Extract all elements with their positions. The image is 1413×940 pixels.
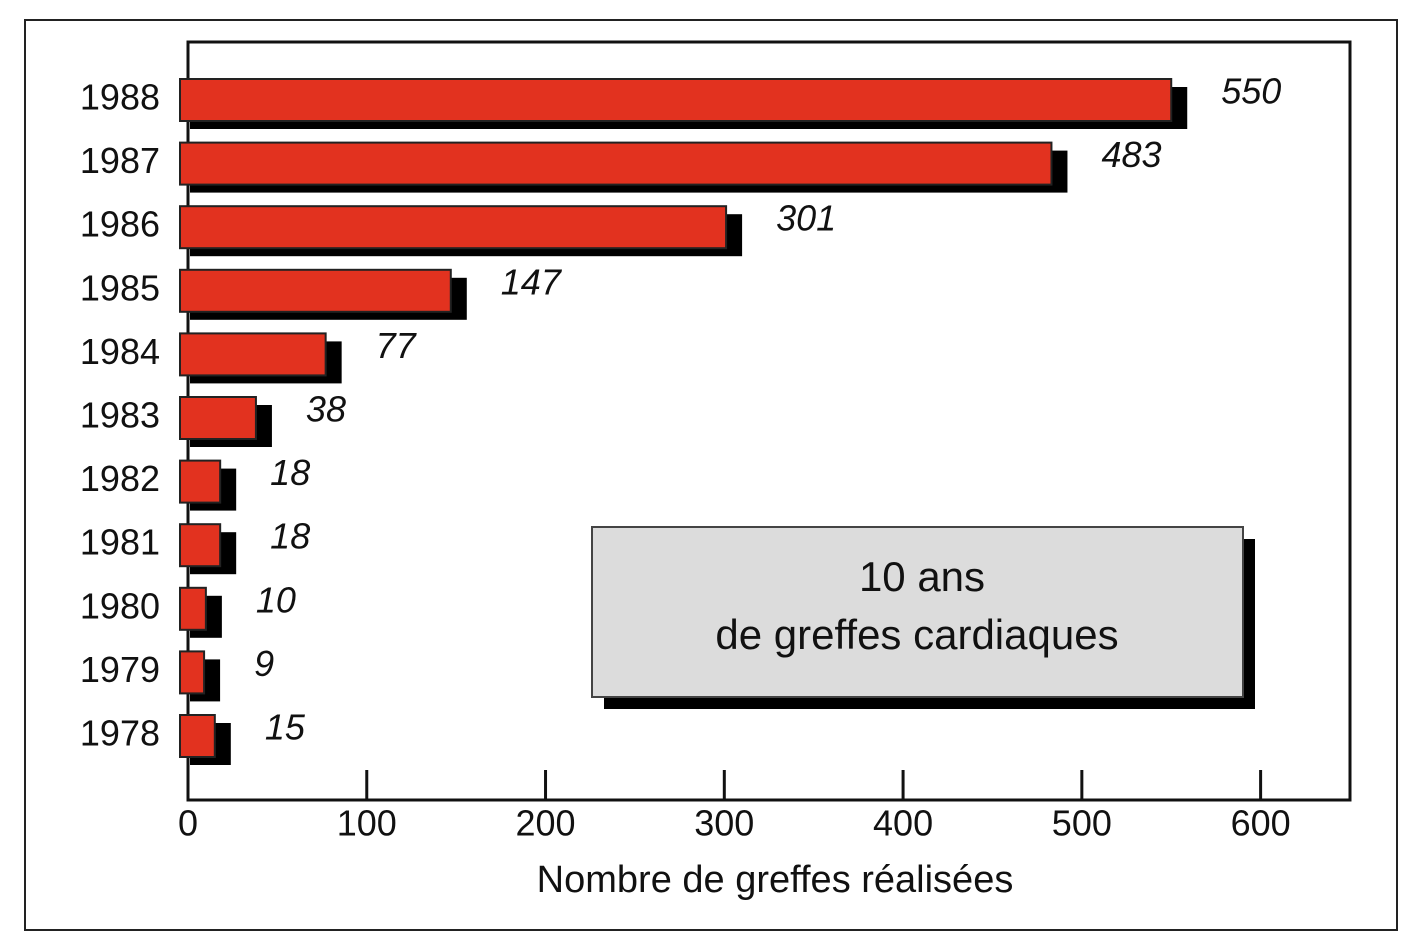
bar: [179, 714, 216, 758]
x-tick-label: 200: [515, 803, 575, 844]
bar: [179, 523, 222, 568]
value-label: 9: [254, 643, 274, 684]
value-label: 483: [1101, 134, 1161, 175]
bar: [179, 332, 327, 377]
value-label: 15: [265, 707, 306, 748]
value-label: 38: [306, 389, 346, 430]
bar: [179, 141, 1053, 186]
x-axis-label: Nombre de greffes réalisées: [537, 859, 1014, 901]
value-label: 18: [270, 516, 310, 557]
bar: [179, 650, 206, 695]
y-tick-label: 1987: [80, 140, 160, 181]
annotation-line: 10 ans: [859, 553, 985, 600]
value-label: 301: [776, 198, 836, 239]
annotation-line: de greffes cardiaques: [715, 611, 1118, 658]
y-tick-label: 1980: [80, 585, 160, 626]
y-tick-label: 1986: [80, 204, 160, 245]
y-tick-label: 1979: [80, 649, 160, 690]
x-tick-label: 0: [178, 803, 198, 844]
y-tick-label: 1981: [80, 522, 160, 563]
bar: [179, 268, 452, 313]
value-label: 147: [501, 261, 563, 302]
bar: [179, 205, 728, 250]
y-tick-label: 1978: [80, 713, 160, 754]
annotation-background: [591, 526, 1244, 698]
bar: [179, 586, 207, 631]
value-label: 10: [256, 579, 296, 620]
y-tick-label: 1982: [80, 458, 160, 499]
x-tick-label: 100: [337, 803, 397, 844]
y-tick-label: 1983: [80, 395, 160, 436]
bar: [179, 396, 257, 440]
y-tick-label: 1984: [80, 331, 160, 372]
value-label: 77: [376, 325, 418, 366]
x-tick-label: 400: [873, 803, 933, 844]
value-label: 550: [1221, 71, 1281, 112]
x-tick-label: 300: [694, 803, 754, 844]
x-tick-label: 500: [1052, 803, 1112, 844]
annotation-box: 10 ans de greffes cardiaques: [591, 526, 1255, 709]
y-tick-label: 1985: [80, 267, 160, 308]
x-tick-label: 600: [1231, 803, 1291, 844]
value-label: 18: [270, 452, 310, 493]
y-tick-label: 1988: [80, 77, 160, 118]
bar: [179, 459, 222, 504]
bar: [179, 78, 1173, 122]
